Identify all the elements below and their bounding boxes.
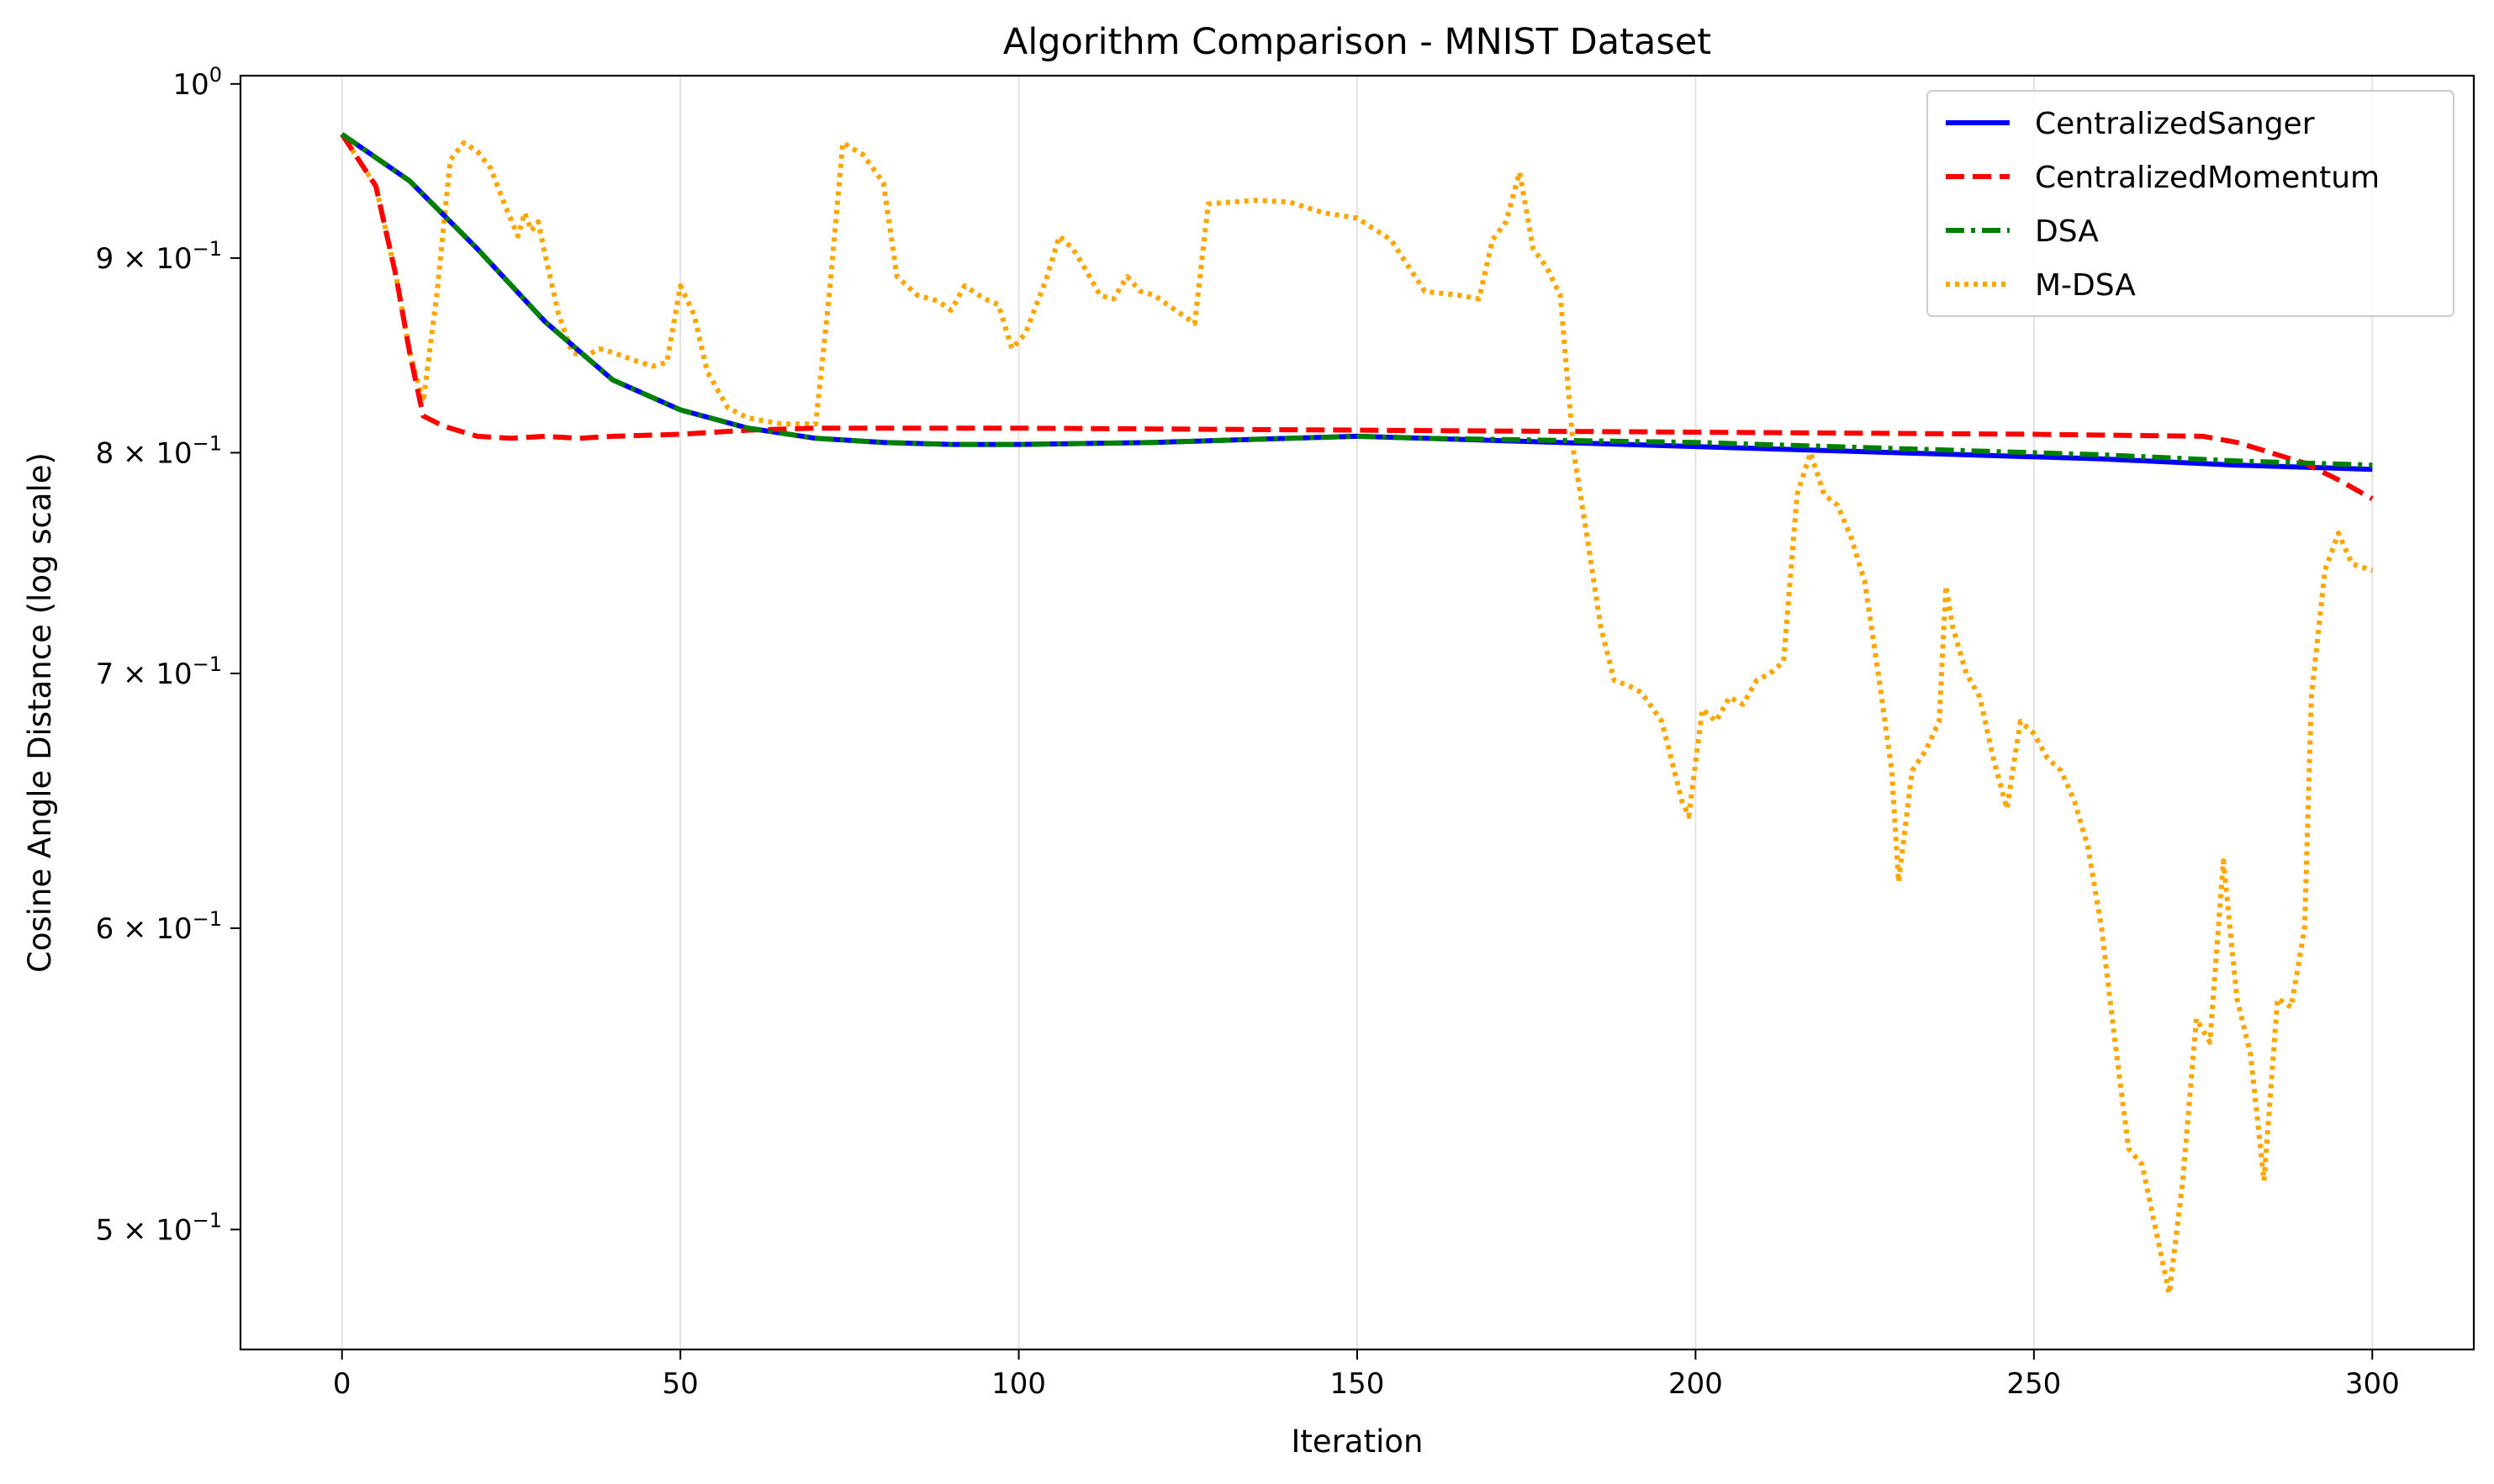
x-tick-label: 250 [2006,1367,2061,1401]
y-tick-exponent: −1 [193,237,222,261]
y-tick-exponent: −1 [193,431,222,455]
y-axis-title: Cosine Angle Distance (log scale) [22,452,58,973]
x-tick-label: 0 [333,1367,351,1401]
legend-label-dsa: DSA [2035,214,2099,249]
y-tick-base: 6 × 10 [96,912,193,946]
chart-title: Algorithm Comparison - MNIST Dataset [1003,21,1711,63]
y-tick-base: 7 × 10 [96,658,193,691]
y-tick-label: 100 [172,63,222,102]
legend-label-centralizedsanger: CentralizedSanger [2035,107,2315,141]
x-tick-label: 200 [1668,1367,1723,1401]
x-tick-label: 50 [663,1367,699,1401]
y-tick-label: 8 × 10−1 [96,431,222,470]
y-tick-label: 7 × 10−1 [96,652,222,691]
y-tick-label: 6 × 10−1 [96,907,222,946]
series-line-centralizedmomentum [340,133,2374,501]
series-line-centralizedsanger [340,132,2373,473]
y-tick-base: 8 × 10 [96,436,193,470]
series-line-m-dsa [340,133,2374,1297]
y-tick-exponent: −1 [193,907,222,931]
legend: CentralizedSanger CentralizedMomentum DSA M… [1926,90,2454,317]
y-tick-exponent: −1 [193,1208,222,1232]
legend-label-m-dsa: M-DSA [2035,268,2136,303]
legend-label-centralizedmomentum: CentralizedMomentum [2035,161,2380,195]
y-tick-label: 5 × 10−1 [96,1208,222,1247]
y-tick-label: 9 × 10−1 [96,237,222,276]
y-tick-base: 9 × 10 [96,242,193,276]
legend-box [1926,90,2454,317]
x-tick-label: 100 [991,1367,1046,1401]
x-tick-label: 300 [2345,1367,2400,1401]
y-tick-base: 10 [172,68,209,102]
series-layer [340,132,2374,1297]
x-axis-title: Iteration [1292,1423,1424,1460]
x-tick-label: 150 [1330,1367,1385,1401]
y-tick-exponent: −1 [193,652,222,676]
y-tick-base: 5 × 10 [96,1213,193,1247]
y-tick-exponent: 0 [209,63,222,87]
